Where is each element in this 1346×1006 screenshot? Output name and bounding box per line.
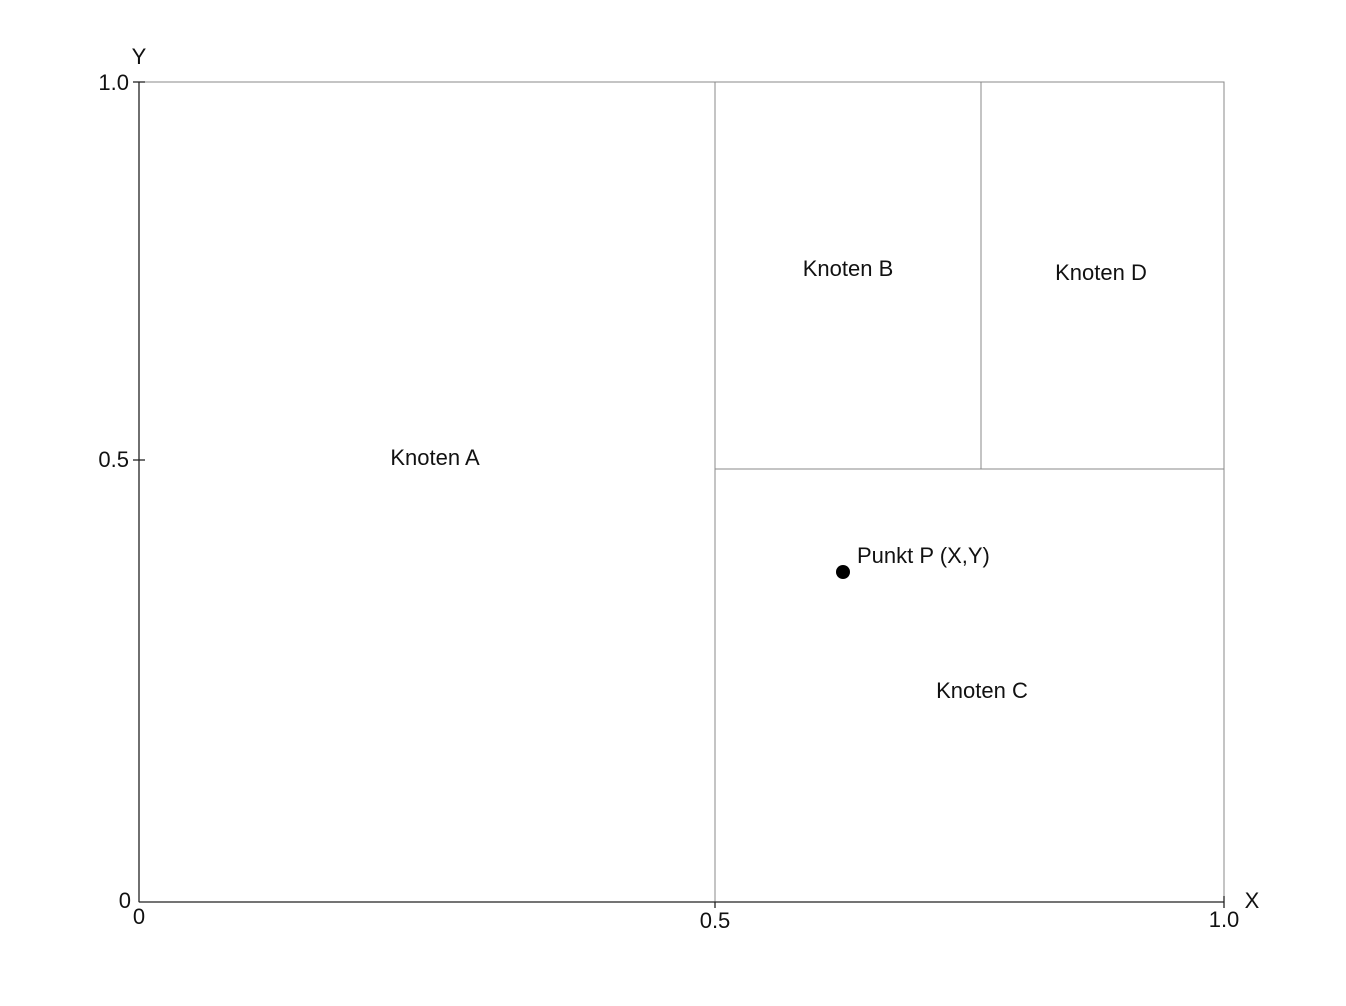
point: [836, 565, 850, 579]
y-tick-label: 0.5: [98, 447, 129, 472]
x-tick-label: 1.0: [1209, 907, 1240, 932]
y-axis-label: Y: [132, 44, 147, 69]
node-label: Knoten D: [1055, 260, 1147, 285]
y-tick-label: 1.0: [98, 70, 129, 95]
node-label: Knoten B: [803, 256, 894, 281]
y-tick-label: 0: [119, 888, 131, 913]
point-label: Punkt P (X,Y): [857, 543, 990, 568]
x-tick-label: 0.5: [700, 908, 731, 933]
x-axis-label: X: [1245, 888, 1260, 913]
outer-frame: [138, 81, 1225, 903]
x-tick-label: 0: [133, 904, 145, 929]
node-label: Knoten A: [390, 445, 480, 470]
node-label: Knoten C: [936, 678, 1028, 703]
